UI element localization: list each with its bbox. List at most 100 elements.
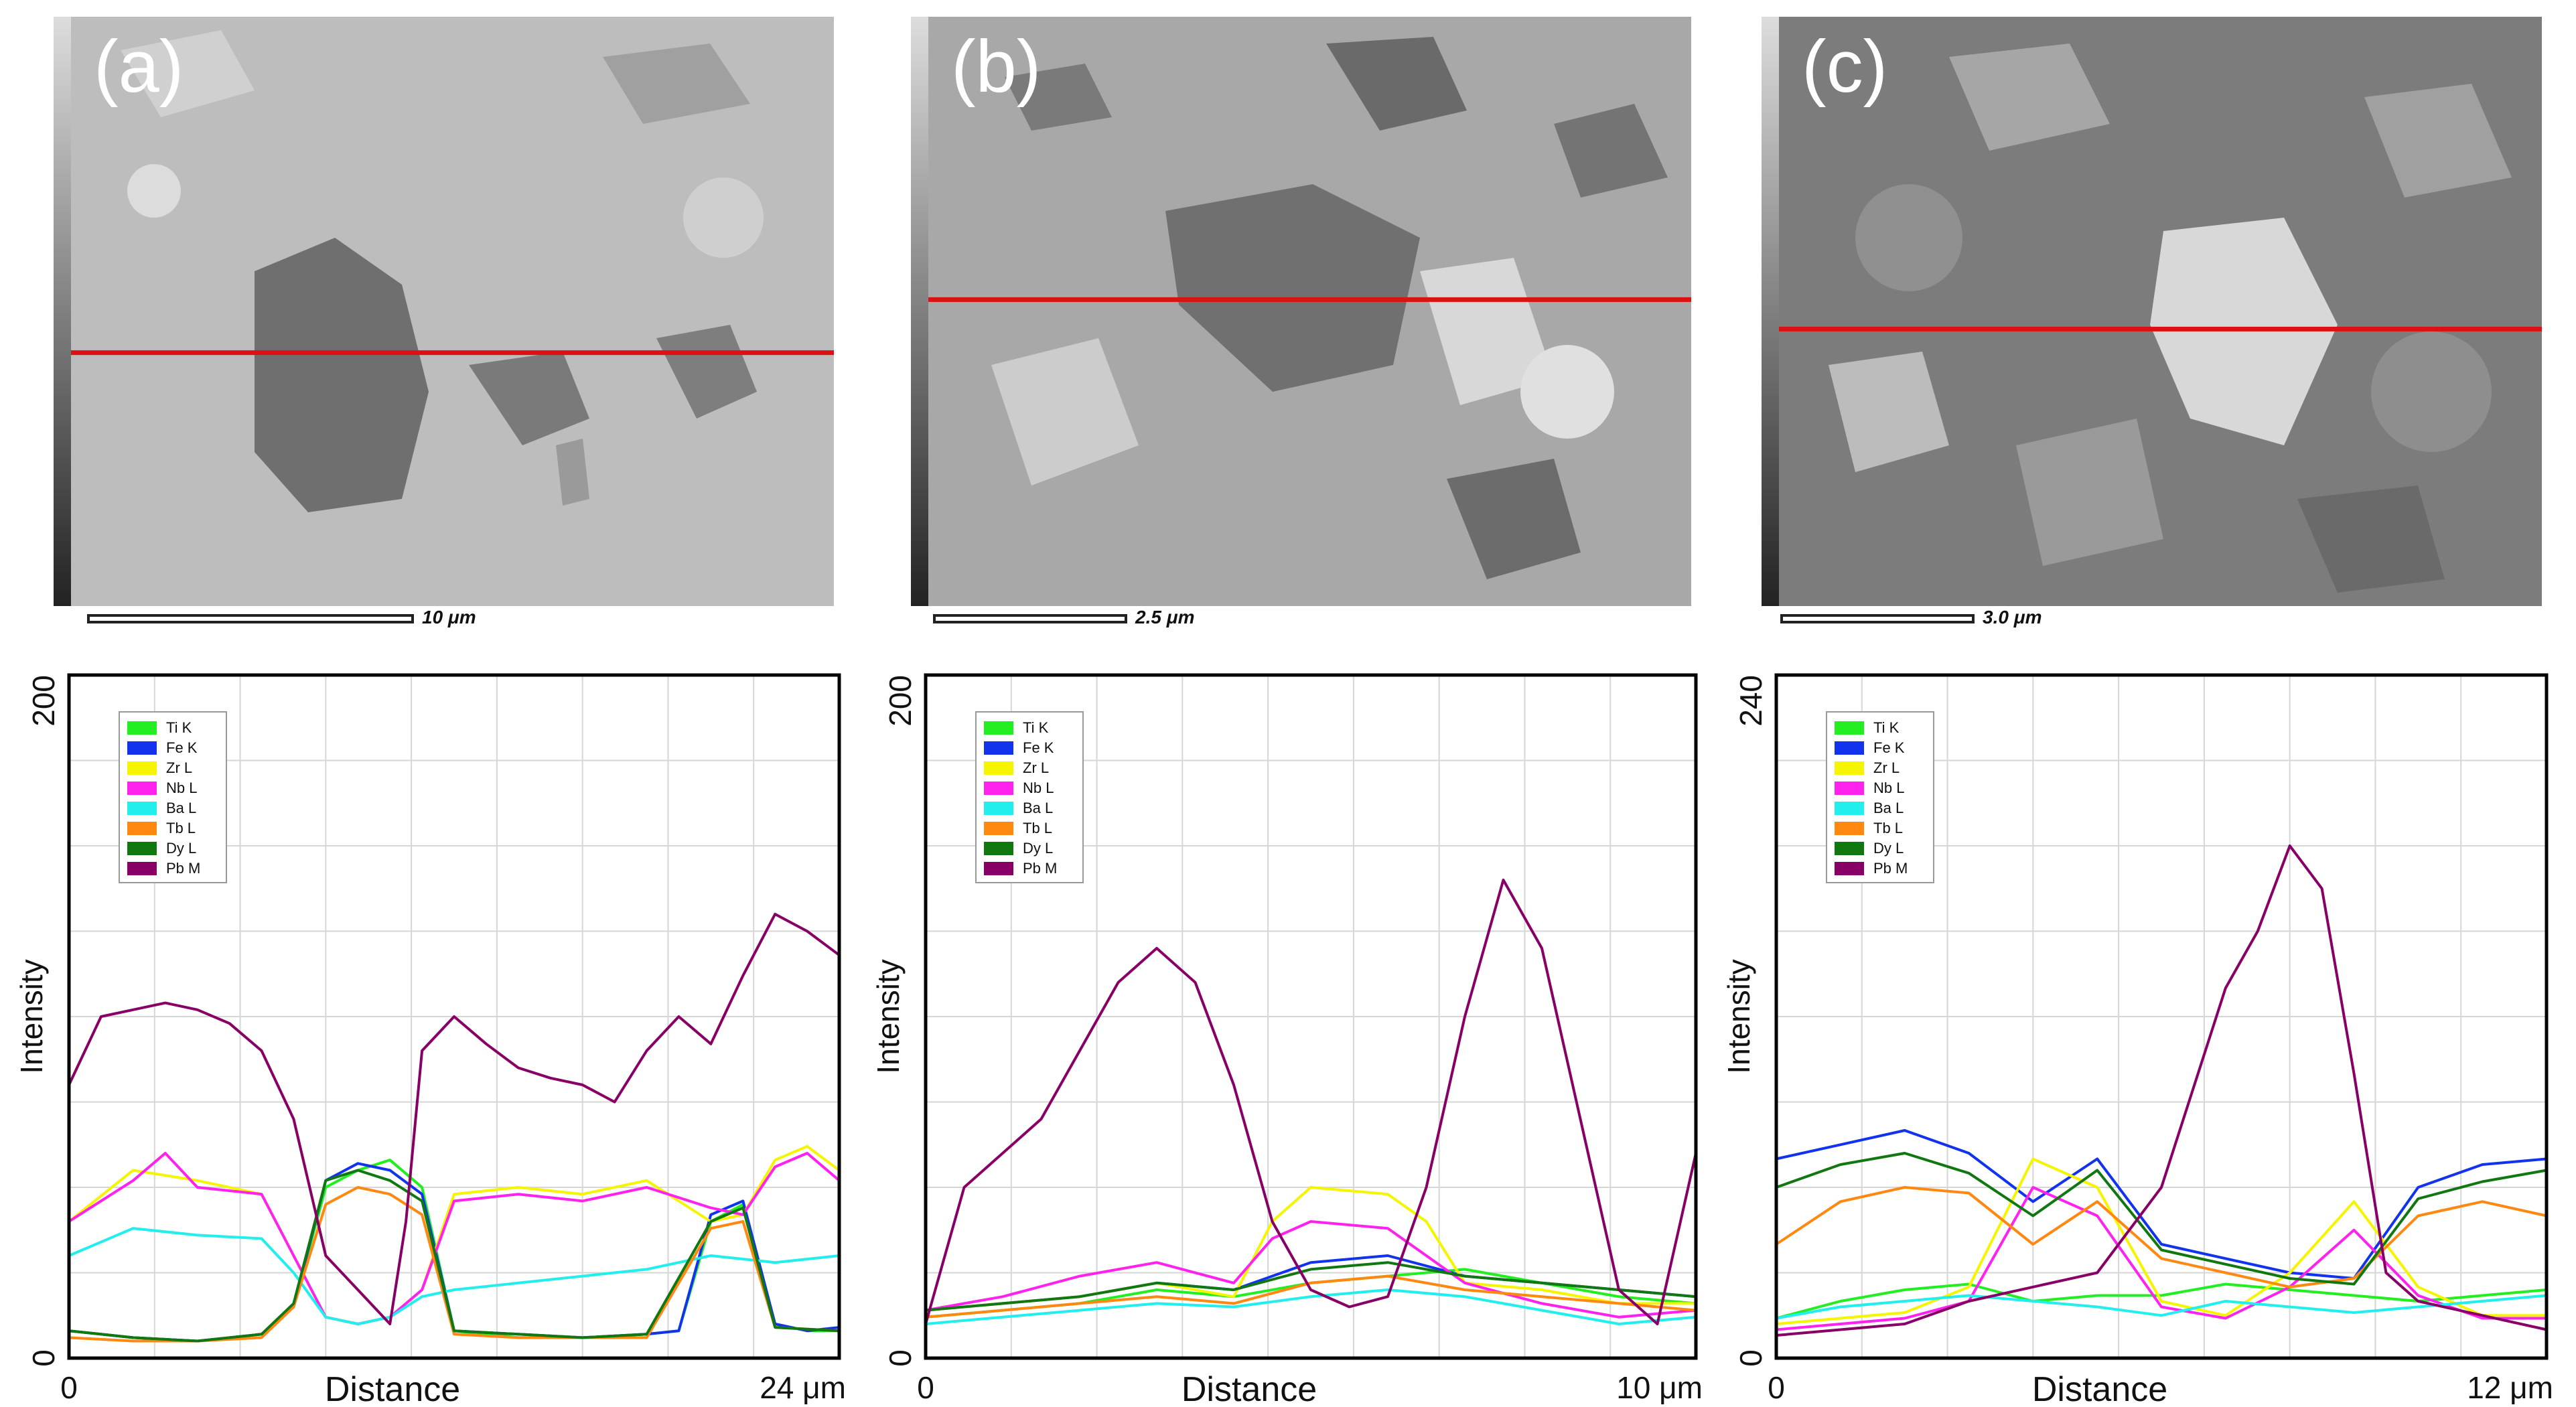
scalebar-a — [87, 614, 414, 623]
sem-texture-a — [54, 17, 834, 606]
legend-label: Pb M — [166, 860, 200, 877]
chart-svg-b: 0 200 Intensity 0 10 μm Distance Ti K Fe K Zr L N… — [871, 673, 1703, 1407]
y-tick-label: 240 — [1733, 675, 1768, 727]
legend-label: Ti K — [1023, 719, 1049, 736]
series-line-ba-l — [68, 1227, 840, 1325]
legend-label: Ti K — [166, 719, 192, 736]
legend: Ti K Fe K Zr L Nb L Ba L Tb L Dy L Pb M — [119, 711, 227, 883]
legend-swatch — [127, 862, 157, 875]
series-line-dy-l — [68, 1169, 840, 1343]
legend-swatch — [1835, 842, 1864, 855]
legend-swatch — [127, 761, 157, 775]
x-axis-label: Distance — [2032, 1370, 2167, 1407]
chart-a: 0 200 Intensity 0 24 μm Distance Ti K Fe K Zr L N… — [0, 650, 851, 1407]
y-axis-label: Intensity — [1721, 959, 1756, 1073]
legend-label: Dy L — [1023, 840, 1053, 857]
scan-line-a — [71, 350, 834, 356]
series-line-nb-l — [925, 1220, 1697, 1319]
legend-box — [975, 711, 1084, 883]
series-line-fe-k — [1776, 1129, 2547, 1280]
series-line-ba-l — [925, 1288, 1697, 1325]
series-line-pb-m — [1776, 844, 2547, 1337]
scan-line-b — [928, 297, 1691, 302]
legend-label: Dy L — [1873, 840, 1904, 857]
y-tick-label: 200 — [26, 675, 61, 727]
legend-label: Nb L — [1023, 780, 1054, 796]
legend-swatch — [127, 782, 157, 795]
plot-frame — [924, 673, 1698, 1360]
legend-label: Fe K — [166, 739, 198, 756]
scalebar-c — [1780, 614, 1975, 623]
legend-swatch — [127, 822, 157, 835]
sem-image-c: (c) — [1762, 17, 2542, 606]
series-line-dy-l — [1776, 1152, 2547, 1286]
legend-swatch — [1835, 741, 1864, 755]
legend: Ti K Fe K Zr L Nb L Ba L Tb L Dy L Pb M — [1826, 711, 1934, 883]
legend-label: Tb L — [1873, 820, 1903, 836]
legend-swatch — [984, 842, 1013, 855]
legend-label: Tb L — [1023, 820, 1052, 836]
series-line-nb-l — [68, 1152, 841, 1325]
legend-swatch — [984, 741, 1013, 755]
y-axis-label: Intensity — [871, 959, 906, 1073]
scalebar-label-a: 10 μm — [422, 607, 476, 627]
x-tick-label: 10 μm — [1616, 1370, 1703, 1405]
series-line-nb-l — [1776, 1186, 2547, 1331]
legend-label: Ba L — [1873, 800, 1904, 816]
legend-label: Nb L — [1873, 780, 1904, 796]
series-line-pb-m — [924, 879, 1697, 1325]
y-tick-label: 0 — [26, 1349, 61, 1367]
legend-swatch — [1835, 761, 1864, 775]
legend-swatch — [1835, 721, 1864, 735]
legend-label: Fe K — [1023, 739, 1054, 756]
x-axis-label: Distance — [325, 1370, 460, 1407]
series-line-ba-l — [1776, 1294, 2547, 1320]
legend-swatch — [127, 721, 157, 735]
sem-texture-b — [911, 17, 1691, 606]
chart-svg-a: 0 200 Intensity 0 24 μm Distance Ti K Fe K Zr L N… — [14, 673, 846, 1407]
plot-frame — [67, 673, 841, 1360]
legend-label: Zr L — [1023, 759, 1049, 776]
legend-swatch — [127, 802, 157, 815]
legend-swatch — [127, 741, 157, 755]
panel-letter-b: (b) — [951, 25, 1042, 108]
legend-swatch — [127, 842, 157, 855]
scalebar-b — [933, 614, 1127, 623]
legend-label: Ba L — [166, 800, 196, 816]
legend-label: Tb L — [166, 820, 196, 836]
legend-swatch — [984, 782, 1013, 795]
scalebar-label-b: 2.5 μm — [1135, 607, 1195, 627]
chart-c: 0 240 Intensity 0 12 μm Distance Ti K Fe K Zr L N… — [1721, 650, 2576, 1407]
y-tick-label: 0 — [883, 1349, 918, 1367]
series-line-tb-l — [1775, 1186, 2547, 1288]
panel-c: (c) 3.0 μm 0 240 Intensity 0 12 μm Distance Ti… — [1721, 0, 2576, 1407]
legend-swatch — [984, 802, 1013, 815]
chart-b: 0 200 Intensity 0 10 μm Distance Ti K Fe K Zr L N… — [864, 650, 1715, 1407]
legend-label: Ba L — [1023, 800, 1053, 816]
legend-swatch — [984, 721, 1013, 735]
series-line-zr-l — [1776, 1157, 2547, 1325]
legend-label: Dy L — [166, 840, 196, 857]
x-axis-label: Distance — [1182, 1370, 1317, 1407]
series-line-dy-l — [925, 1261, 1697, 1312]
series-line-pb-m — [68, 913, 841, 1325]
series-line-tb-l — [68, 1186, 840, 1343]
sem-image-a: (a) — [54, 17, 834, 606]
panel-a: (a) 10 μm 0 200 Intensity 0 24 μm Distance Ti … — [0, 0, 851, 1407]
x-tick-label: 24 μm — [760, 1370, 846, 1405]
legend-swatch — [1835, 782, 1864, 795]
y-axis-label: Intensity — [14, 959, 49, 1073]
legend-label: Pb M — [1873, 860, 1908, 877]
legend-box — [1826, 711, 1934, 883]
legend-swatch — [984, 761, 1013, 775]
legend-label: Zr L — [166, 759, 192, 776]
series-line-fe-k — [68, 1162, 840, 1343]
plot-frame — [1774, 673, 2549, 1360]
legend-swatch — [1835, 822, 1864, 835]
x-tick-label: 0 — [917, 1370, 934, 1405]
legend-label: Nb L — [166, 780, 197, 796]
panel-letter-c: (c) — [1802, 25, 1888, 108]
sem-image-b: (b) — [911, 17, 1691, 606]
legend-swatch — [984, 822, 1013, 835]
legend-swatch — [1835, 802, 1864, 815]
